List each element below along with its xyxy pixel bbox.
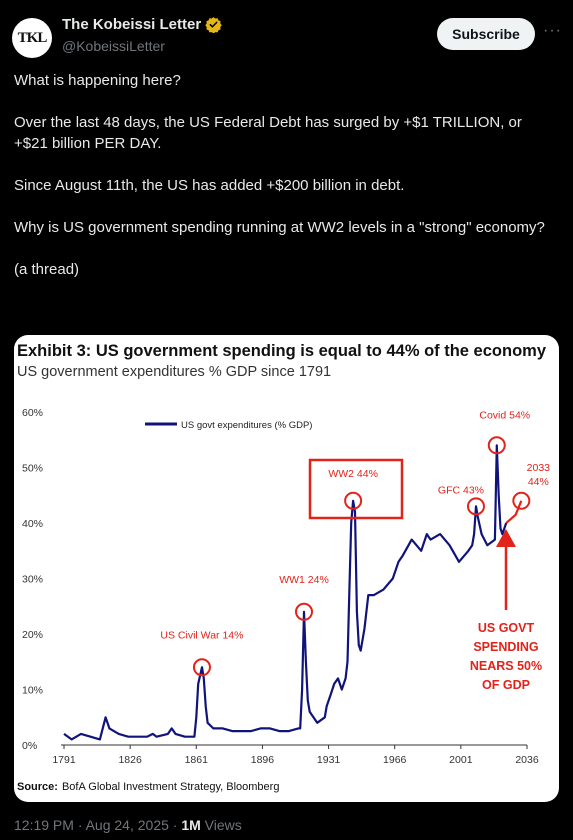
y-tick-label: 40%	[22, 518, 43, 530]
tweet-blank-line	[14, 154, 559, 175]
x-tick-label: 2001	[449, 754, 473, 766]
y-tick-label: 50%	[22, 463, 43, 475]
x-tick-label: 1861	[185, 754, 209, 766]
annotation-circle	[344, 491, 363, 510]
tweet-line: Why is US government spending running at…	[14, 219, 545, 236]
y-tick-label: 10%	[22, 685, 43, 697]
annotation-circle	[295, 602, 314, 621]
tweet-blank-line	[14, 238, 559, 259]
author-handle[interactable]: @KobeissiLetter	[62, 38, 165, 54]
avatar[interactable]: TKL	[12, 18, 52, 58]
chart-title: Exhibit 3: US government spending is equ…	[17, 342, 547, 360]
annotation-label: 2033	[527, 462, 551, 474]
annotation-label: US Civil War 14%	[160, 629, 243, 641]
callout-text: NEARS 50%	[470, 659, 542, 673]
y-tick-label: 30%	[22, 574, 43, 586]
annotation-label: 44%	[528, 476, 549, 488]
x-tick-label: 1826	[118, 754, 142, 766]
tweet-line: Since August 11th, the US has added +$20…	[14, 177, 405, 194]
annotation-circle	[466, 497, 485, 516]
y-tick-label: 0%	[22, 740, 37, 752]
tweet-blank-line	[14, 196, 559, 217]
tweet-line: What is happening here?	[14, 72, 181, 89]
x-tick-label: 2036	[515, 754, 539, 766]
y-tick-label: 20%	[22, 629, 43, 641]
chart-subtitle: US government expenditures % GDP since 1…	[17, 364, 331, 380]
callout-arrow-head	[496, 529, 516, 547]
callout-text: US GOVT	[478, 621, 535, 635]
source-label: Source:	[17, 781, 58, 793]
source-line: Source: BofA Global Investment Strategy, …	[17, 781, 279, 793]
tweet-text: What is happening here? Over the last 48…	[14, 70, 559, 280]
legend-label: US govt expenditures (% GDP)	[181, 420, 312, 431]
tweet-blank-line	[14, 91, 559, 112]
author-name-row[interactable]: The Kobeissi Letter	[62, 16, 222, 33]
y-tick-label: 60%	[22, 407, 43, 419]
author-name[interactable]: The Kobeissi Letter	[62, 16, 202, 33]
tweet-footer: 12:19 PM · Aug 24, 2025 · 1M Views	[14, 817, 242, 833]
x-tick-label: 1931	[317, 754, 341, 766]
tweet-line: (a thread)	[14, 261, 80, 278]
annotation-circle	[192, 658, 211, 677]
callout-text: OF GDP	[482, 678, 530, 692]
ww2-highlight-box	[308, 458, 404, 520]
views-label: Views	[200, 817, 242, 833]
tweet-line: Over the last 48 days, the US Federal De…	[14, 114, 522, 152]
annotation-label: Covid 54%	[479, 409, 530, 421]
x-tick-label: 1791	[52, 754, 76, 766]
chart-svg: Exhibit 3: US government spending is equ…	[17, 342, 551, 793]
source-text: BofA Global Investment Strategy, Bloombe…	[62, 781, 279, 793]
callout-text: SPENDING	[473, 640, 538, 654]
more-options-icon[interactable]: ···	[543, 22, 562, 39]
x-tick-label: 1896	[251, 754, 275, 766]
annotation-label: WW2 44%	[328, 468, 378, 480]
annotation-label: WW1 24%	[279, 574, 329, 586]
chart-image[interactable]: Exhibit 3: US government spending is equ…	[14, 335, 559, 802]
projection-line	[505, 500, 523, 524]
verified-badge-icon	[205, 17, 222, 33]
subscribe-button[interactable]: Subscribe	[437, 18, 535, 50]
x-tick-label: 1966	[383, 754, 407, 766]
annotation-label: GFC 43%	[438, 484, 484, 496]
series-line	[63, 444, 508, 741]
tweet-timestamp[interactable]: 12:19 PM · Aug 24, 2025 ·	[14, 817, 182, 833]
annotation-circle	[487, 436, 506, 455]
annotation-circle	[512, 491, 531, 510]
views-count[interactable]: 1M	[181, 817, 201, 833]
